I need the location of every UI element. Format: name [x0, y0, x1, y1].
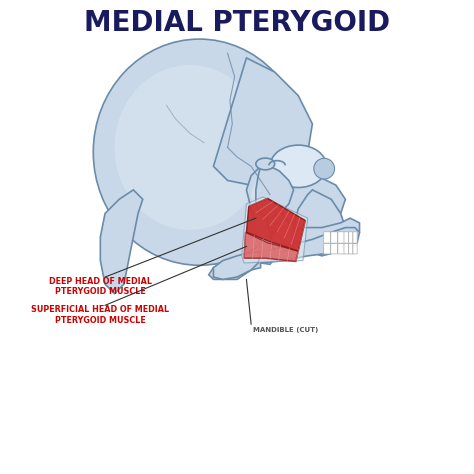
FancyBboxPatch shape	[338, 232, 345, 243]
FancyBboxPatch shape	[344, 232, 349, 243]
FancyBboxPatch shape	[349, 232, 353, 243]
FancyBboxPatch shape	[331, 232, 337, 243]
Text: MEDIAL PTERYGOID: MEDIAL PTERYGOID	[84, 9, 390, 36]
FancyBboxPatch shape	[353, 232, 357, 243]
Polygon shape	[246, 166, 275, 264]
Polygon shape	[242, 197, 308, 263]
Polygon shape	[100, 190, 143, 293]
Polygon shape	[213, 251, 261, 279]
Polygon shape	[246, 198, 305, 251]
FancyBboxPatch shape	[353, 244, 357, 254]
Ellipse shape	[93, 39, 305, 265]
Ellipse shape	[256, 158, 275, 170]
Polygon shape	[237, 228, 359, 270]
Polygon shape	[293, 218, 359, 256]
Polygon shape	[209, 251, 261, 279]
Polygon shape	[244, 232, 298, 262]
Polygon shape	[213, 58, 312, 185]
Text: DEEP HEAD OF MEDIAL
PTERYGOID MUSCLE: DEEP HEAD OF MEDIAL PTERYGOID MUSCLE	[49, 277, 152, 296]
FancyBboxPatch shape	[344, 244, 349, 254]
Text: MANDIBLE (CUT): MANDIBLE (CUT)	[254, 327, 319, 333]
Polygon shape	[279, 171, 346, 228]
FancyBboxPatch shape	[324, 244, 330, 254]
Polygon shape	[251, 173, 271, 261]
Circle shape	[314, 158, 335, 179]
Polygon shape	[256, 166, 293, 218]
Ellipse shape	[115, 65, 265, 230]
Ellipse shape	[270, 145, 327, 188]
FancyBboxPatch shape	[349, 244, 353, 254]
Polygon shape	[293, 190, 346, 251]
FancyBboxPatch shape	[338, 244, 345, 254]
Text: SUPERFICIAL HEAD OF MEDIAL
PTERYGOID MUSCLE: SUPERFICIAL HEAD OF MEDIAL PTERYGOID MUS…	[31, 305, 169, 325]
FancyBboxPatch shape	[331, 244, 337, 254]
FancyBboxPatch shape	[324, 232, 330, 243]
